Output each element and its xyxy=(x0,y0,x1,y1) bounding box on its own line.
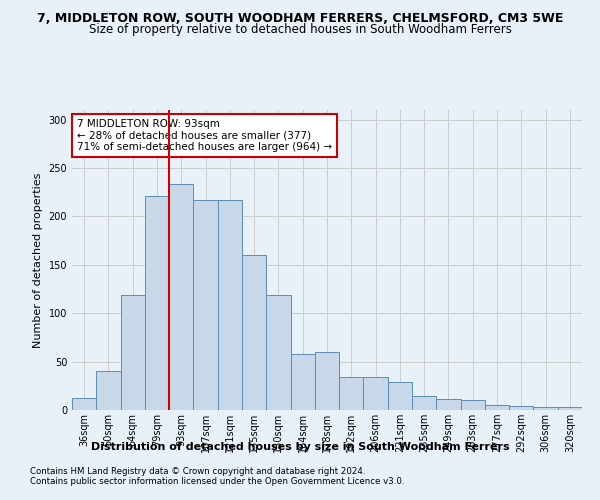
Bar xyxy=(461,400,485,410)
Text: Distribution of detached houses by size in South Woodham Ferrers: Distribution of detached houses by size … xyxy=(91,442,509,452)
Bar xyxy=(290,354,315,410)
Bar xyxy=(412,396,436,410)
Bar xyxy=(436,400,461,410)
Bar xyxy=(218,200,242,410)
Bar xyxy=(485,405,509,410)
Bar xyxy=(266,295,290,410)
Bar xyxy=(364,377,388,410)
Text: Contains public sector information licensed under the Open Government Licence v3: Contains public sector information licen… xyxy=(30,477,404,486)
Bar xyxy=(96,372,121,410)
Text: Contains HM Land Registry data © Crown copyright and database right 2024.: Contains HM Land Registry data © Crown c… xyxy=(30,467,365,476)
Bar xyxy=(509,406,533,410)
Text: 7 MIDDLETON ROW: 93sqm
← 28% of detached houses are smaller (377)
71% of semi-de: 7 MIDDLETON ROW: 93sqm ← 28% of detached… xyxy=(77,119,332,152)
Bar xyxy=(193,200,218,410)
Bar xyxy=(533,407,558,410)
Bar xyxy=(339,377,364,410)
Bar xyxy=(558,407,582,410)
Bar xyxy=(388,382,412,410)
Bar xyxy=(121,295,145,410)
Y-axis label: Number of detached properties: Number of detached properties xyxy=(33,172,43,348)
Text: Size of property relative to detached houses in South Woodham Ferrers: Size of property relative to detached ho… xyxy=(89,22,511,36)
Bar xyxy=(169,184,193,410)
Bar xyxy=(242,255,266,410)
Bar xyxy=(72,398,96,410)
Bar xyxy=(145,196,169,410)
Text: 7, MIDDLETON ROW, SOUTH WOODHAM FERRERS, CHELMSFORD, CM3 5WE: 7, MIDDLETON ROW, SOUTH WOODHAM FERRERS,… xyxy=(37,12,563,26)
Bar xyxy=(315,352,339,410)
